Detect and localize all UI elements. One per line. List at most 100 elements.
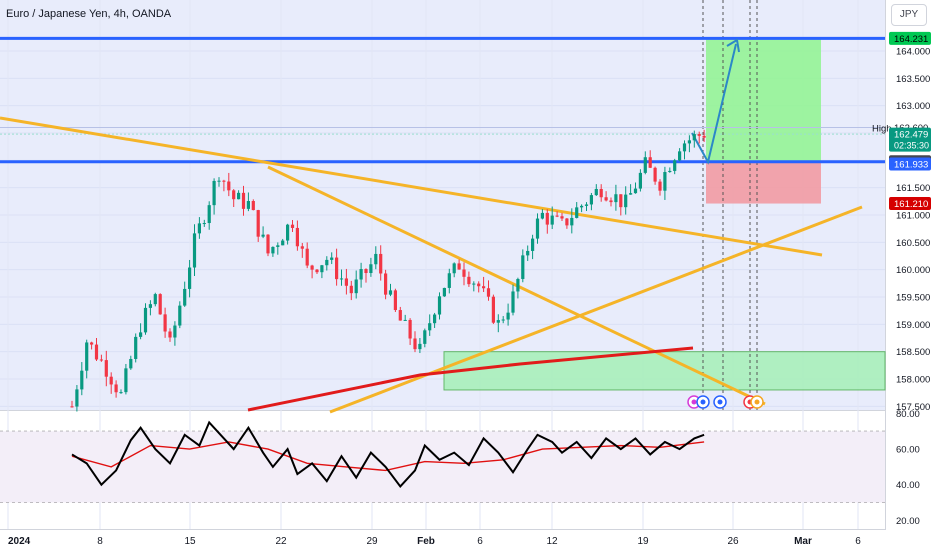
- candle-body: [555, 215, 559, 217]
- candle-body: [403, 319, 407, 321]
- stop-zone: [706, 161, 821, 204]
- candle-body: [227, 181, 231, 191]
- time-tick-label: 22: [275, 536, 287, 547]
- candle-body: [682, 143, 687, 152]
- candle-body: [496, 320, 500, 323]
- candle-body: [232, 190, 236, 200]
- price-label-bg: [889, 197, 931, 211]
- candle-body: [393, 290, 397, 311]
- candle-body: [320, 265, 324, 273]
- candle-body: [604, 197, 608, 201]
- time-tick-label: 6: [855, 536, 861, 547]
- candle-body: [168, 331, 172, 338]
- candle-body: [467, 276, 471, 285]
- candle-body: [678, 151, 682, 161]
- price-tick-label: 161.500: [896, 183, 930, 194]
- time-axis[interactable]: 2024 8 15 22 29 Feb 6 12 19 26 Mar 6: [8, 536, 861, 547]
- candle-body: [183, 288, 187, 306]
- candle-body: [286, 224, 290, 241]
- candle-body: [594, 188, 598, 196]
- price-tick-label: 164.000: [896, 47, 930, 58]
- price-axis-bg: [886, 0, 932, 530]
- candle-body: [535, 218, 540, 239]
- event-markers[interactable]: [687, 395, 764, 409]
- candle-body: [482, 286, 486, 289]
- candle-body: [668, 170, 672, 173]
- candle-body: [359, 269, 363, 280]
- candle-body: [222, 180, 226, 182]
- target-zone: [706, 38, 821, 162]
- candle-body: [447, 273, 451, 288]
- candle-body: [207, 205, 211, 224]
- candle-body: [702, 135, 706, 138]
- candle-body: [364, 269, 368, 274]
- candle-body: [452, 263, 456, 274]
- candle-body: [109, 376, 113, 385]
- candle-body: [335, 257, 339, 280]
- candle-body: [643, 157, 647, 173]
- symbol-title: Euro / Japanese Yen, 4h, OANDA: [6, 8, 172, 20]
- price-label-bg: [889, 31, 931, 45]
- candle-body: [173, 325, 177, 338]
- candle-body: [300, 246, 304, 249]
- candle-body: [511, 291, 515, 313]
- support-trendline[interactable]: [247, 346, 694, 412]
- candle-body: [188, 267, 192, 289]
- rsi-ma-line: [71, 441, 705, 472]
- candle-body: [178, 305, 182, 326]
- candle-body: [202, 223, 206, 225]
- candle-body: [256, 210, 260, 237]
- price-label-bg: [889, 157, 931, 171]
- candle-body: [501, 319, 505, 321]
- candle-body: [384, 273, 388, 295]
- time-tick-label: 2024: [8, 536, 31, 547]
- candle-body: [599, 188, 603, 198]
- levels-layer: [0, 36, 885, 164]
- price-axis[interactable]: 157.500 158.000 158.500 159.000 159.500 160.0…: [872, 0, 932, 530]
- candle-body: [658, 181, 662, 191]
- time-tick-label: 19: [637, 536, 649, 547]
- price-tick-label: 159.000: [896, 320, 930, 331]
- candle-body: [575, 207, 579, 218]
- price-tick-label: 157.500: [896, 402, 930, 413]
- candle-body: [437, 296, 442, 315]
- currency-button[interactable]: JPY: [891, 4, 927, 26]
- candle-body: [271, 246, 275, 254]
- candle-body: [521, 255, 525, 279]
- falling-trendline[interactable]: [0, 116, 823, 257]
- rsi-tick-label: 20.00: [896, 516, 920, 527]
- candle-body: [379, 253, 383, 274]
- zones-layer: [443, 0, 886, 410]
- price-tick-label: 159.500: [896, 293, 930, 304]
- price-label: 162.479: [894, 130, 928, 141]
- candle-body: [423, 330, 427, 344]
- price-tick-label: 163.500: [896, 74, 930, 85]
- projection-arrow[interactable]: [691, 43, 737, 165]
- candle-body: [90, 342, 94, 345]
- time-tick-label: 29: [366, 536, 378, 547]
- candle-body: [369, 264, 373, 274]
- candle-body: [85, 342, 89, 371]
- rsi-band-fill: [0, 431, 885, 503]
- candle-body: [158, 294, 162, 315]
- rising-trendline[interactable]: [329, 205, 863, 414]
- candle-body: [124, 368, 128, 393]
- candle-body: [413, 338, 417, 350]
- candle-body: [104, 360, 108, 377]
- candle-body: [192, 233, 197, 268]
- candle-body: [526, 250, 530, 256]
- candle-body: [565, 218, 569, 226]
- rsi-line: [71, 420, 705, 489]
- candle-body: [129, 358, 133, 369]
- candle-body: [217, 180, 221, 182]
- candle-body: [614, 194, 618, 203]
- rsi-layer: [0, 420, 885, 503]
- candle-body: [114, 384, 118, 393]
- time-tick-label: Mar: [794, 536, 812, 547]
- candle-body: [540, 212, 544, 219]
- candle-body: [305, 248, 309, 266]
- event-dot: [717, 399, 723, 405]
- candle-body: [290, 224, 295, 228]
- price-label: 164.231: [894, 34, 928, 45]
